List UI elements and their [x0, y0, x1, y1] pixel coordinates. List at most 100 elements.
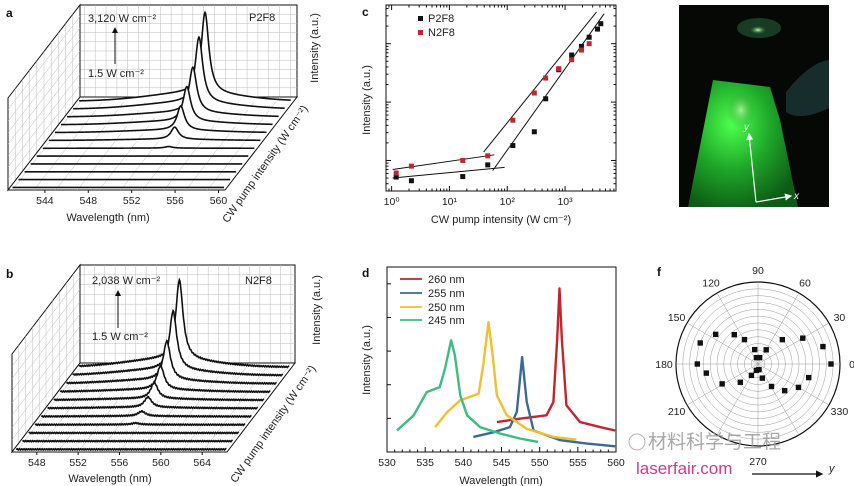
panel-b-spectra	[15, 277, 290, 452]
x-tick-label: 560	[607, 457, 625, 469]
watermark: 材料科学与工程 laserfair.com	[628, 431, 781, 478]
panel-a-spectra	[12, 10, 291, 189]
floor-grid-line	[12, 96, 85, 191]
emission-photo: y x	[679, 5, 829, 207]
y-axis-label-d: Intensity (a.u.)	[361, 325, 373, 395]
legend-marker-n2f8	[418, 30, 423, 35]
panel-c: c 10⁰ 10¹ 10² 10³ P2F8 N2F8 CW pump intensi…	[361, 4, 617, 226]
x-tick-label: 548	[80, 195, 98, 207]
panel-e: e y x	[679, 5, 829, 207]
angle-label: 120	[702, 278, 720, 290]
polar-data-point	[763, 347, 769, 353]
panel-c-ticks: 10⁰ 10¹ 10² 10³	[384, 5, 616, 208]
grid-line	[7, 39, 81, 133]
data-point-n2f8	[460, 157, 466, 163]
floor-grid-line	[207, 96, 280, 191]
angle-label: 150	[668, 312, 686, 324]
angle-label: 180	[655, 359, 673, 371]
spectrum-trace	[42, 145, 255, 150]
polarization-direction-label: y	[828, 463, 836, 475]
grid-line	[11, 289, 81, 379]
data-point-n2f8	[485, 153, 491, 159]
polar-data-point	[795, 384, 802, 391]
spectrum-trace	[54, 105, 267, 134]
polar-data-point	[748, 372, 755, 379]
polar-data-point	[719, 381, 725, 387]
fit-line	[392, 154, 495, 171]
data-point-n2f8	[408, 163, 414, 169]
grid-line	[7, 16, 81, 110]
spectrum-trace	[48, 126, 261, 142]
polar-data-point	[703, 370, 710, 376]
data-point-p2f8	[460, 174, 466, 180]
x-tick-label: 535	[416, 457, 434, 469]
angle-label: 60	[799, 278, 811, 290]
polar-data-point	[805, 374, 812, 381]
data-point-p2f8	[595, 26, 601, 32]
panel-b: b 548 552 556 560 564 2,038 W cm⁻² 1.5 W cm⁻…	[6, 263, 323, 485]
watermark-text-en: laserfair.com	[636, 459, 732, 478]
x-tick-label: 560	[210, 195, 228, 207]
angle-label: 210	[668, 406, 686, 418]
grid-line	[7, 85, 81, 179]
spectrum-trace	[34, 421, 246, 427]
data-point-p2f8	[586, 34, 592, 40]
angle-label: 90	[752, 265, 764, 277]
x-tick-label: 552	[123, 195, 141, 207]
polar-spoke	[716, 292, 759, 365]
floor-grid-line	[33, 96, 107, 191]
x-tick-label: 10²	[500, 196, 516, 208]
polar-data-point	[737, 379, 744, 385]
polar-data-point	[751, 346, 758, 353]
polar-data-point	[694, 361, 701, 367]
spectrum-trace	[72, 308, 284, 377]
legend-label-250: 250 nm	[428, 302, 465, 314]
x-tick-label: 10¹	[442, 196, 458, 208]
polar-angle-labels: 0 30 60 90 120 150 180 210 270 330	[655, 265, 854, 468]
angle-label: 270	[749, 456, 767, 468]
spectrum-trace	[40, 410, 252, 419]
grid-line	[7, 62, 81, 156]
x-tick-label: 550	[531, 457, 549, 469]
panel-a-grid	[6, 3, 299, 192]
panel-d-ticks: 530 535 540 545 550 555 560	[378, 283, 625, 469]
plot-frame-d	[386, 266, 617, 453]
legend-marker-p2f8	[418, 16, 423, 21]
data-point-p2f8	[569, 52, 575, 58]
x-axis-label-c: CW pump intensity (W cm⁻²)	[431, 214, 571, 226]
panel-b-x-ticks: 548 552 556 560 564	[28, 452, 211, 469]
pump-bottom-label-a: 1.5 W cm⁻²	[88, 68, 144, 80]
polar-data-point	[820, 343, 826, 350]
floor	[6, 96, 299, 191]
polar-data-point	[800, 335, 806, 341]
x-tick-label: 564	[193, 457, 211, 469]
y-axis-label-b: Intensity (a.u.)	[311, 275, 323, 345]
spectrum-trace	[60, 85, 273, 126]
polar-data-point	[731, 331, 737, 338]
floor-grid-line	[55, 96, 128, 191]
polar-data-point	[759, 375, 766, 381]
fit-line	[392, 166, 505, 179]
legend-label-p2f8: P2F8	[428, 13, 454, 25]
x-tick-label: 560	[152, 457, 170, 469]
grid-line	[11, 338, 81, 428]
spectrum-245-nm	[396, 339, 539, 444]
y-axis-label-a: Intensity (a.u.)	[309, 13, 321, 83]
x-tick-label: 530	[378, 457, 396, 469]
legend-label-260: 260 nm	[428, 274, 465, 286]
legend-label-245: 245 nm	[428, 315, 465, 327]
x-tick-label: 10⁰	[384, 196, 401, 208]
panel-b-grid	[10, 263, 297, 454]
spectrum-trace	[47, 395, 259, 410]
spectrum-trace	[53, 381, 265, 402]
polar-spoke	[686, 322, 759, 365]
grid-line	[7, 73, 81, 168]
grid-line	[7, 27, 81, 122]
panel-label-a: a	[6, 6, 13, 20]
panel-f: f 0 30 60 90 120 150 180 210 270 330 y	[655, 265, 854, 478]
polar-data-point	[779, 336, 786, 343]
data-point-n2f8	[543, 75, 549, 81]
x-axis-label-a: Wavelength (nm)	[66, 212, 149, 224]
grid-line	[11, 313, 81, 404]
